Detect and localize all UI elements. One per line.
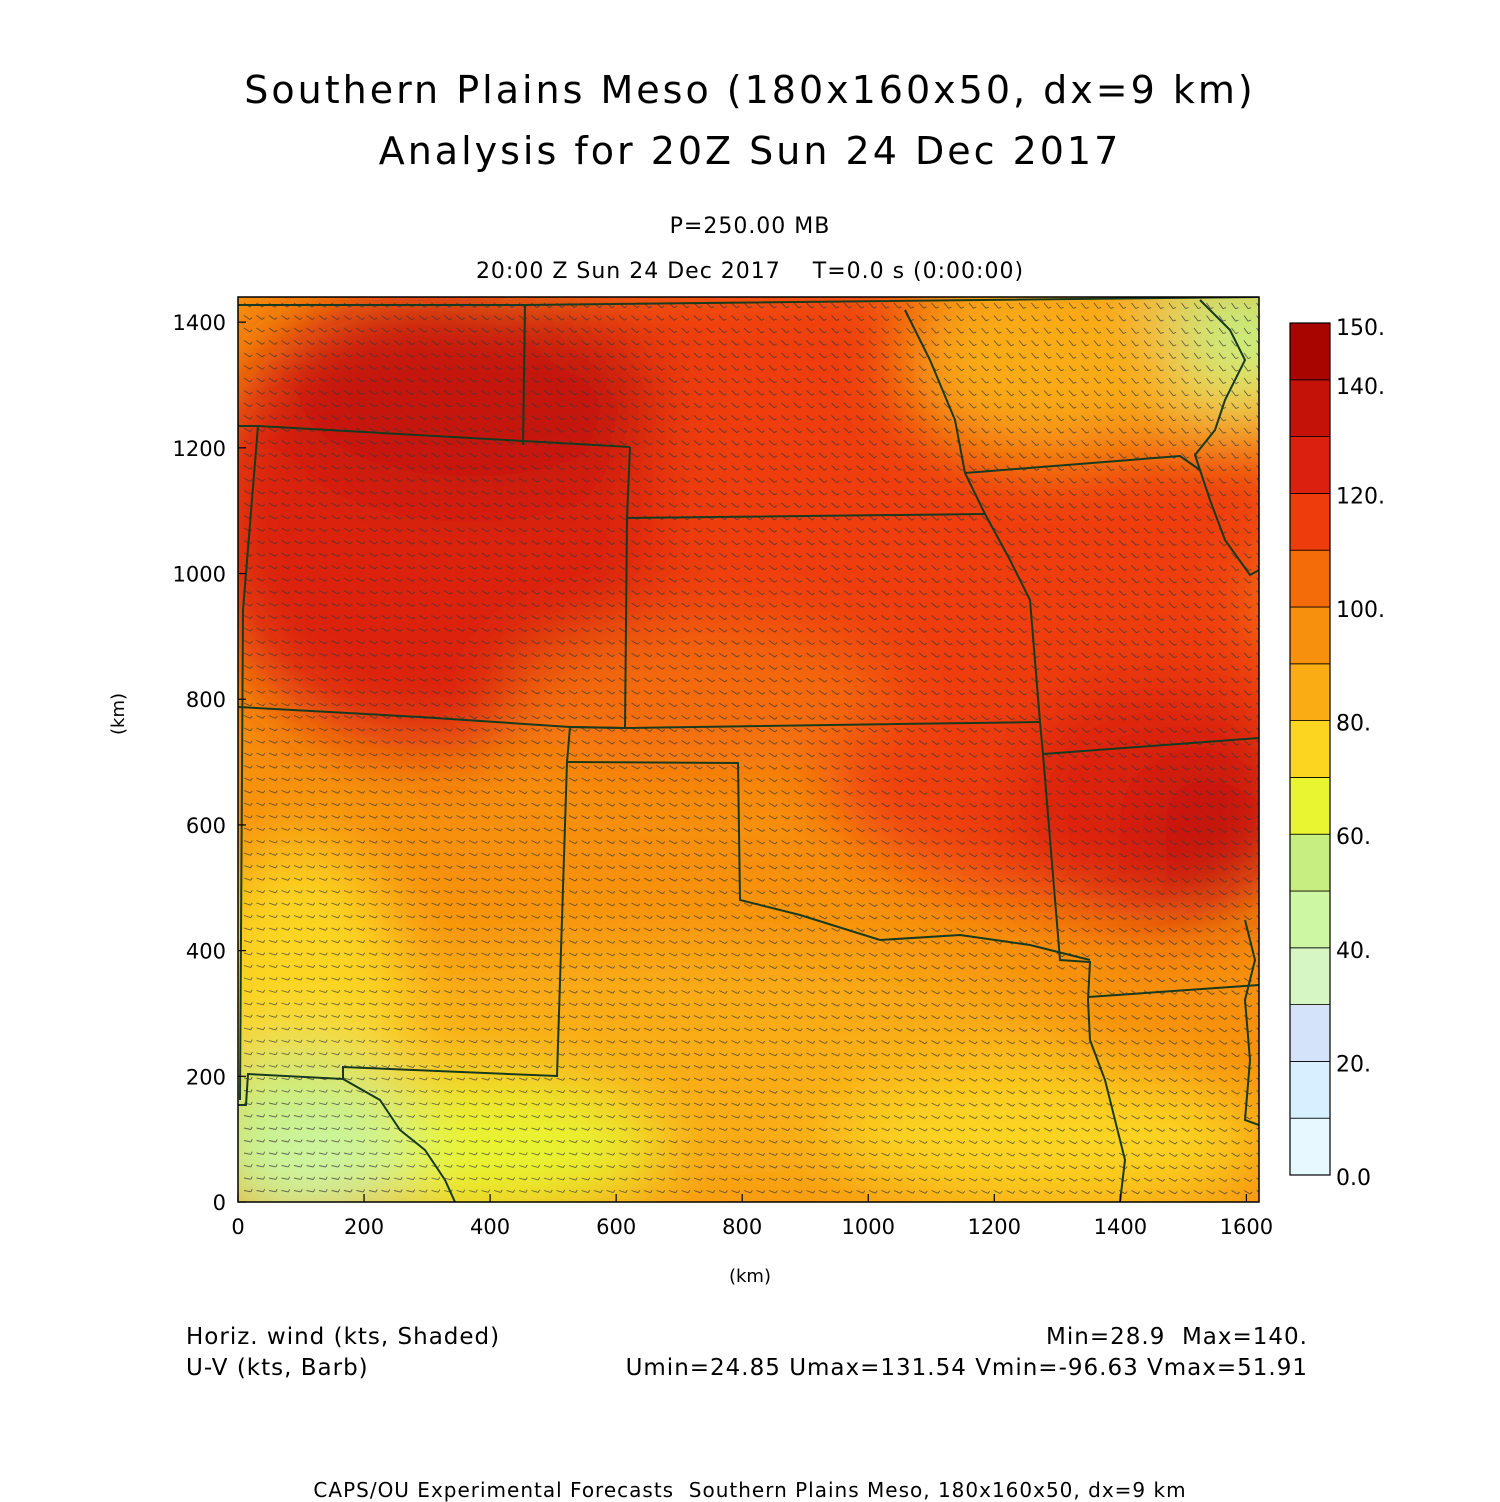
y-axis-label: (km) <box>108 692 129 735</box>
x-tick-label: 800 <box>722 1215 762 1239</box>
x-tick-label: 0 <box>231 1215 244 1239</box>
x-tick-label: 1400 <box>1094 1215 1147 1239</box>
border-ok-ar <box>1042 753 1127 1202</box>
pressure-level-label: P=250.00 MB <box>669 214 831 239</box>
plot-title-line2: Analysis for 20Z Sun 24 Dec 2017 <box>378 129 1122 173</box>
colorbar-label: 80. <box>1336 712 1371 737</box>
colorbar-label: 0.0 <box>1336 1166 1371 1191</box>
colorbar-bin <box>1289 322 1331 381</box>
border-mississippi <box>1193 299 1259 577</box>
x-axis-ticks: 0 200 400 600 800 1000 1200 1400 1600 <box>231 1194 1273 1239</box>
y-axis-ticks: 0 200 400 600 800 1000 1200 1400 <box>173 311 246 1215</box>
colorbar-label: 20. <box>1336 1052 1371 1077</box>
colorbar-bin <box>1289 379 1331 437</box>
border-ia-mo <box>964 454 1201 474</box>
plot-frame <box>237 296 1260 1203</box>
x-axis-label: (km) <box>728 1266 771 1287</box>
colorbar-bin <box>1289 1061 1331 1119</box>
min-max-label: Min=28.9 Max=140. <box>1046 1324 1308 1350</box>
y-tick-label: 0 <box>213 1191 226 1215</box>
border-az-nm <box>239 425 259 1101</box>
colorbar-bin <box>1289 720 1331 778</box>
border-mo-east <box>1243 919 1259 1126</box>
colorbar-label: 100. <box>1336 598 1385 623</box>
colorbar-label: 120. <box>1336 484 1385 509</box>
colorbar-label: 140. <box>1336 375 1385 400</box>
colorbar-bin <box>1289 890 1331 949</box>
vector-field-label: U-V (kts, Barb) <box>186 1355 369 1381</box>
border-nm-tx <box>238 726 571 1106</box>
x-tick-label: 1000 <box>842 1215 895 1239</box>
x-tick-label: 1600 <box>1220 1215 1273 1239</box>
colorbar-bin <box>1289 777 1331 835</box>
colorbar-bin <box>1289 606 1331 665</box>
y-tick-label: 1400 <box>173 311 226 335</box>
footer-credit: CAPS/OU Experimental Forecasts Southern … <box>313 1478 1187 1502</box>
colorbar-bin <box>1289 947 1331 1005</box>
plot-title-line1: Southern Plains Meso (180x160x50, dx=9 k… <box>244 68 1256 112</box>
colorbar-bin <box>1289 1117 1331 1176</box>
x-tick-label: 200 <box>344 1215 384 1239</box>
colorbar-bin <box>1289 436 1331 494</box>
y-tick-label: 200 <box>186 1065 226 1089</box>
field-variable-label: Horiz. wind (kts, Shaded) <box>186 1324 501 1350</box>
uv-stats-label: Umin=24.85 Umax=131.54 Vmin=-96.63 Vmax=… <box>625 1355 1308 1381</box>
x-tick-label: 1200 <box>968 1215 1021 1239</box>
colorbar-label: 150. <box>1336 316 1385 341</box>
border-tx-mx <box>342 1078 456 1202</box>
border-ne-ks-west <box>522 304 526 446</box>
x-tick-label: 400 <box>470 1215 510 1239</box>
border-ne-ia <box>904 309 1041 723</box>
state-borders <box>238 297 1259 1202</box>
y-tick-label: 1200 <box>173 437 226 461</box>
x-tick-label: 600 <box>596 1215 636 1239</box>
y-tick-label: 400 <box>186 940 226 964</box>
colorbar-bin <box>1289 833 1331 892</box>
wind-speed-shading <box>238 297 1259 1202</box>
colorbar-bin <box>1289 663 1331 721</box>
colorbar: 0.0 20. 40. 60. 80. 100. 120. 140. 150. <box>1289 316 1385 1191</box>
colorbar-label: 40. <box>1336 939 1371 964</box>
border-ar-la <box>1087 984 1259 998</box>
y-tick-label: 600 <box>186 814 226 838</box>
colorbar-bin <box>1289 492 1331 551</box>
y-tick-label: 1000 <box>173 563 226 587</box>
border-ks-ok <box>569 721 1041 730</box>
border-ok-panhandle <box>566 761 1091 961</box>
colorbar-bin <box>1289 549 1331 608</box>
valid-time-label: 20:00 Z Sun 24 Dec 2017 T=0.0 s (0:00:00… <box>475 259 1025 284</box>
colorbar-label: 60. <box>1336 825 1371 850</box>
colorbar-bin <box>1289 1004 1331 1062</box>
y-tick-label: 800 <box>186 688 226 712</box>
